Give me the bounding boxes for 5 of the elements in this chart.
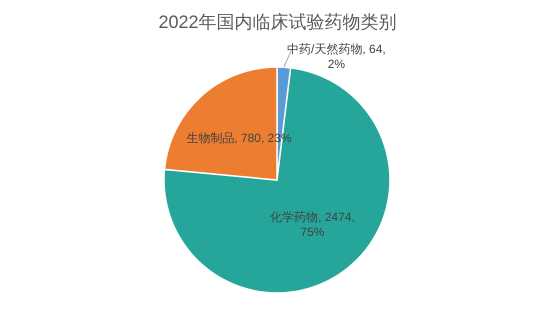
slice-label: 生物制品, 780, 23%: [186, 131, 292, 146]
slice-label: 化学药物, 2474, 75%: [270, 210, 355, 240]
chart-title: 2022年国内临床试验药物类别: [158, 12, 397, 32]
pie-slice: [163, 67, 391, 294]
slice-label: 中药/天然药物, 64, 2%: [287, 42, 386, 72]
